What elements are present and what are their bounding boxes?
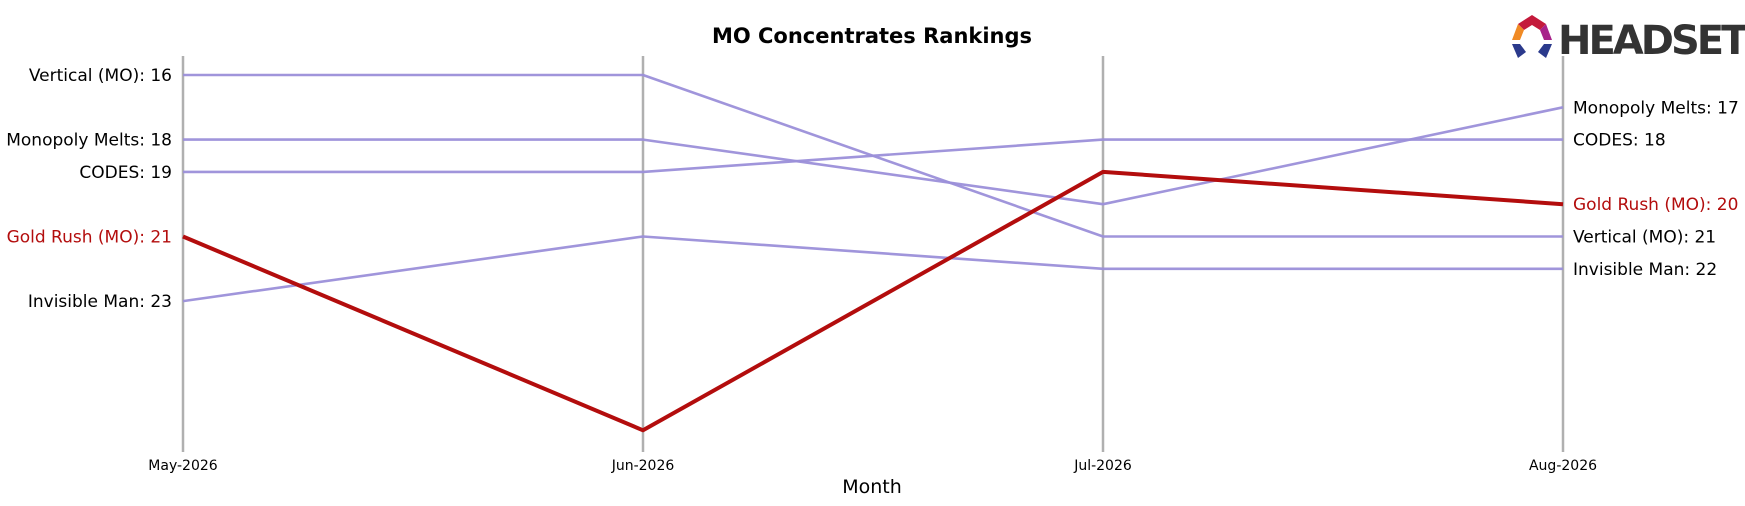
- x-tick-jul-2026: Jul-2026: [1073, 458, 1132, 474]
- right-label-invisible-man: Invisible Man: 22: [1573, 260, 1717, 280]
- headset-logo-icon: [1512, 15, 1552, 58]
- left-label-vertical-mo: Vertical (MO): 16: [29, 66, 172, 86]
- x-tick-jun-2026: Jun-2026: [611, 458, 675, 474]
- left-label-invisible-man: Invisible Man: 23: [28, 292, 172, 312]
- right-label-codes: CODES: 18: [1573, 131, 1666, 151]
- series-lines: [182, 73, 1564, 433]
- chart-title: MO Concentrates Rankings: [712, 24, 1032, 48]
- right-label-vertical-mo: Vertical (MO): 21: [1573, 228, 1716, 248]
- x-tick-labels: May-2026 Jun-2026 Jul-2026 Aug-2026: [148, 458, 1597, 474]
- series-line-monopoly-melts: [183, 106, 1564, 206]
- x-tick-aug-2026: Aug-2026: [1529, 458, 1597, 474]
- x-axis-label: Month: [842, 476, 902, 498]
- logo-text: HEADSET: [1558, 18, 1745, 64]
- series-line-codes: [183, 138, 1563, 174]
- left-label-monopoly-melts: Monopoly Melts: 18: [6, 131, 172, 151]
- headset-logo: HEADSET: [1512, 15, 1745, 64]
- right-label-gold-rush-mo: Gold Rush (MO): 20: [1573, 195, 1738, 215]
- x-tick-may-2026: May-2026: [148, 458, 217, 474]
- left-label-gold-rush-mo: Gold Rush (MO): 21: [7, 228, 172, 248]
- right-label-monopoly-melts: Monopoly Melts: 17: [1573, 98, 1739, 118]
- left-label-codes: CODES: 19: [79, 163, 172, 183]
- gridlines: [181, 56, 1565, 452]
- series-line-invisible-man: [182, 235, 1563, 303]
- series-line-gold-rush-mo: [182, 169, 1564, 433]
- series-labels: Vertical (MO): 16 Vertical (MO): 21 Monopo…: [6, 66, 1739, 312]
